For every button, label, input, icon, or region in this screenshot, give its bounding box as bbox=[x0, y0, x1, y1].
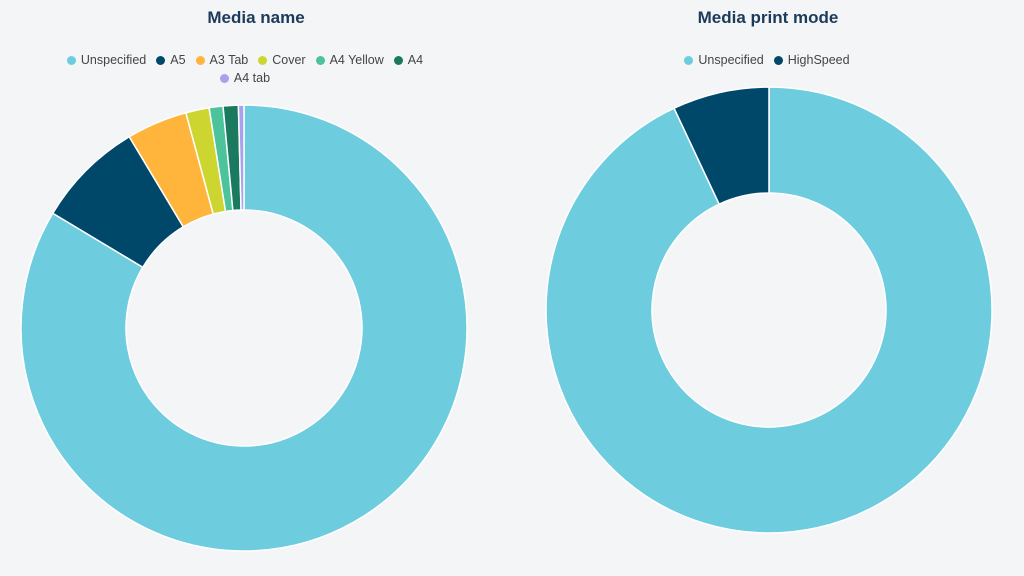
legend-dot-icon bbox=[258, 56, 268, 65]
legend-item-unspecified[interactable]: Unspecified bbox=[684, 51, 764, 69]
legend-label: Unspecified bbox=[80, 53, 147, 67]
legend-dot-icon bbox=[66, 56, 76, 65]
slice-a4-tab[interactable] bbox=[237, 104, 245, 211]
media-print-mode-chart: Media print mode Unspecified HighSpeed bbox=[512, 0, 1024, 576]
legend-dot-icon bbox=[773, 56, 783, 65]
chart-legend: Unspecified HighSpeed bbox=[572, 51, 962, 69]
media-print-mode-donut bbox=[545, 86, 993, 534]
legend-label: A5 bbox=[170, 53, 186, 67]
legend-dot-icon bbox=[315, 56, 325, 65]
legend-dot-icon bbox=[684, 56, 694, 65]
legend-label: Cover bbox=[272, 53, 306, 67]
legend-item-a4[interactable]: A4 bbox=[393, 51, 424, 69]
slice-highspeed[interactable] bbox=[673, 86, 770, 206]
media-name-chart: Media name Unspecified A5 A3 Tab Cover A4 Ye… bbox=[20, 8, 468, 552]
legend-label: HighSpeed bbox=[787, 53, 850, 67]
legend-item-a5[interactable]: A5 bbox=[156, 51, 186, 69]
slice-unspecified[interactable] bbox=[545, 86, 993, 534]
media-name-donut bbox=[20, 104, 468, 552]
chart-legend: Unspecified A5 A3 Tab Cover A4 Yellow A4 A4 ta… bbox=[50, 51, 440, 87]
legend-label: A3 Tab bbox=[209, 53, 249, 67]
legend-label: A4 tab bbox=[233, 71, 271, 85]
chart-title: Media print mode bbox=[697, 8, 839, 27]
legend-item-cover[interactable]: Cover bbox=[258, 51, 306, 69]
chart-title: Media name bbox=[207, 8, 305, 27]
legend-item-a4-tab[interactable]: A4 tab bbox=[219, 69, 271, 87]
legend-label: A4 Yellow bbox=[329, 53, 384, 67]
legend-label: A4 bbox=[407, 53, 424, 67]
legend-label: Unspecified bbox=[698, 53, 764, 67]
legend-item-a3-tab[interactable]: A3 Tab bbox=[195, 51, 249, 69]
legend-item-a4-yellow[interactable]: A4 Yellow bbox=[315, 51, 384, 69]
legend-dot-icon bbox=[195, 56, 205, 65]
legend-dot-icon bbox=[156, 56, 166, 65]
legend-item-highspeed[interactable]: HighSpeed bbox=[773, 51, 850, 69]
slice-unspecified[interactable] bbox=[20, 104, 468, 552]
legend-dot-icon bbox=[393, 56, 403, 65]
legend-item-unspecified[interactable]: Unspecified bbox=[66, 51, 147, 69]
legend-dot-icon bbox=[219, 74, 229, 83]
